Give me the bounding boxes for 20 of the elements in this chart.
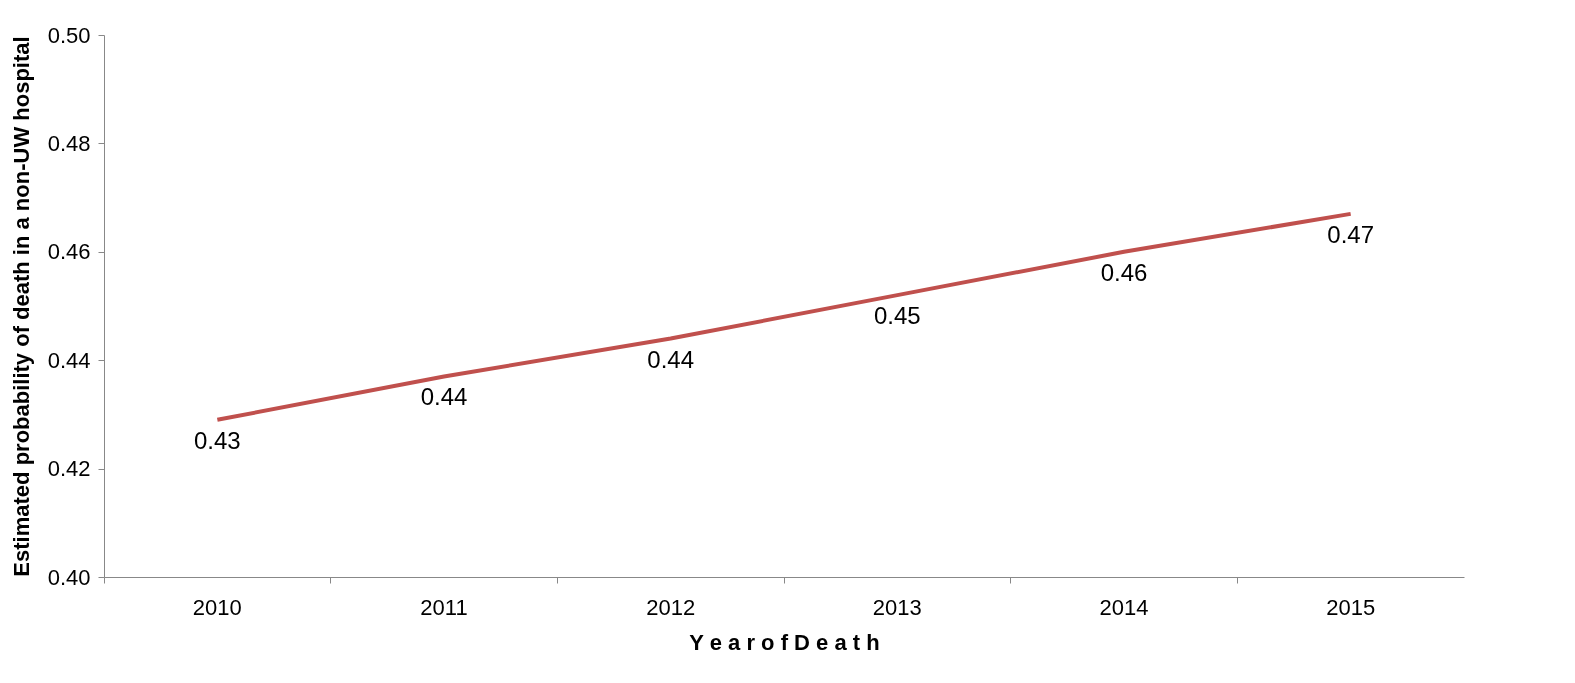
data-label: 0.46 — [1100, 258, 1148, 286]
x-tick-label: 2014 — [1099, 594, 1149, 620]
data-label: 0.44 — [420, 383, 468, 411]
y-tick-label: 0.40 — [47, 564, 91, 590]
y-axis-title: Estimated probability of death in a non-UW hospital — [8, 36, 34, 577]
y-tick-label: 0.48 — [47, 130, 91, 156]
x-tick-label: 2010 — [192, 594, 242, 620]
data-label: 0.44 — [647, 345, 695, 373]
y-tick-label: 0.42 — [47, 456, 91, 482]
x-tick-label: 2015 — [1326, 594, 1376, 620]
y-tick-label: 0.46 — [47, 239, 91, 265]
x-tick-label: 2012 — [646, 594, 696, 620]
y-tick-label: 0.50 — [47, 22, 91, 48]
x-tick-label: 2011 — [420, 594, 468, 620]
x-tick-label: 2013 — [872, 594, 922, 620]
y-tick-label: 0.44 — [47, 347, 91, 373]
x-axis-title: Y e a r o f D e a t h — [689, 629, 880, 655]
data-label: 0.43 — [193, 426, 241, 454]
data-label: 0.45 — [873, 302, 921, 330]
data-label: 0.47 — [1327, 220, 1375, 248]
